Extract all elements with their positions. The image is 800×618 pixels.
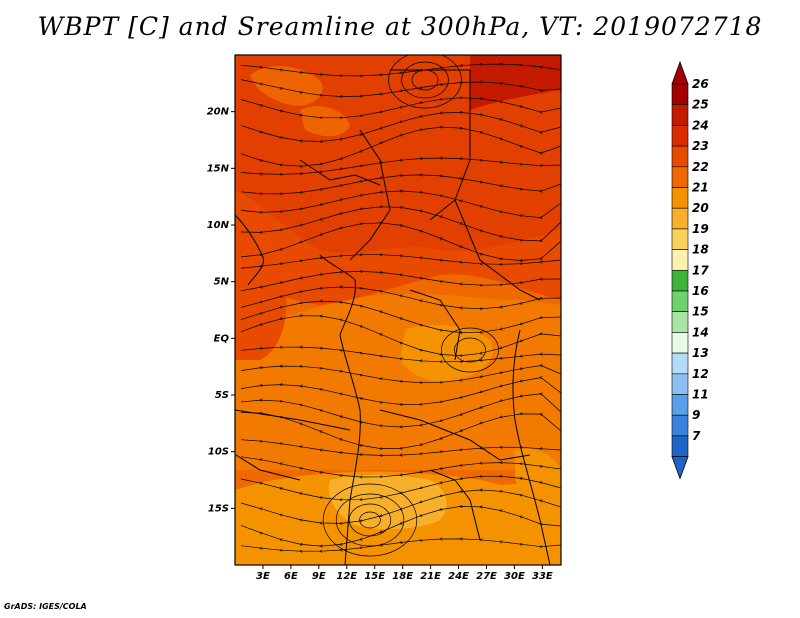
colorbar-label: 7: [692, 429, 701, 443]
colorbar-label: 22: [692, 160, 709, 174]
temperature-shading: [235, 55, 561, 565]
lon-tick-label: 9E: [312, 571, 326, 582]
streamline: [240, 271, 561, 292]
streamline: [240, 64, 561, 76]
lat-tick-label: 15N: [207, 163, 230, 174]
colorbar-label: 19: [692, 222, 709, 236]
colorbar-segment: [671, 83, 689, 106]
streamline-vortex: [388, 55, 462, 109]
colorbar-label: 15: [692, 305, 709, 319]
map-frame: [234, 54, 562, 566]
lon-tick-label: 33E: [532, 571, 553, 582]
lon-tick-label: 27E: [476, 571, 497, 582]
colorbar-label: 20: [692, 201, 709, 215]
lat-tick-label: 5N: [214, 277, 230, 288]
lat-tick-label: 5S: [215, 390, 229, 401]
country-boundaries: [235, 69, 551, 565]
lon-tick-label: 12E: [336, 571, 357, 582]
colorbar-label: 21: [692, 181, 709, 195]
longitude-axis: 3E 6E 9E 12E 15E 18E 21E 24E 27E 30E 33E: [256, 565, 553, 582]
streamline-vortex: [441, 327, 499, 373]
latitude-axis: 20N 15N 10N 5N EQ 5S 10S 15S: [207, 107, 235, 514]
colorbar-label: 12: [692, 367, 709, 381]
colorbar-label: 24: [692, 118, 709, 132]
lon-tick-label: 15E: [364, 571, 385, 582]
credit-text: GrADS: IGES/COLA: [4, 602, 87, 611]
streamline: [240, 439, 561, 456]
colorbar-segment: [671, 311, 689, 333]
colorbar: 26 25 24 23 22 21 20 19 18 17 16 15 14 13 12 11 9 7: [671, 60, 709, 480]
colorbar-label: 11: [692, 388, 709, 402]
streamlines: [240, 55, 561, 557]
lat-tick-label: 15S: [208, 503, 229, 514]
lon-tick-label: 6E: [284, 571, 298, 582]
colorbar-label: 9: [692, 408, 700, 422]
colorbar-segment: [671, 394, 689, 416]
colorbar-label: 23: [692, 139, 709, 153]
colorbar-segment: [671, 104, 689, 126]
map-title: WBPT [C] and Sreamline at 300hPa, VT: 20…: [37, 12, 763, 41]
lon-tick-label: 18E: [392, 571, 413, 582]
streamline-vortex: [454, 337, 486, 363]
streamline: [240, 79, 561, 97]
colorbar-segment: [671, 290, 689, 313]
colorbar-segment: [671, 269, 689, 292]
streamline: [240, 539, 561, 551]
lon-tick-label: 21E: [420, 571, 441, 582]
lon-tick-label: 24E: [448, 571, 469, 582]
colorbar-segment: [671, 249, 689, 271]
streamline-vortex: [322, 483, 418, 557]
colorbar-segment: [671, 187, 689, 209]
streamline-vortex: [335, 493, 405, 547]
lat-tick-label: 10N: [207, 220, 230, 231]
colorbar-segment: [671, 228, 689, 250]
colorbar-label: 17: [692, 263, 709, 277]
colorbar-segment: [671, 332, 689, 354]
streamline-vortex: [348, 503, 392, 537]
colorbar-segment: [671, 352, 689, 375]
lat-tick-label: 10S: [208, 447, 229, 458]
lon-tick-label: 30E: [504, 571, 525, 582]
streamline: [240, 347, 561, 362]
colorbar-segment: [671, 414, 689, 437]
colorbar-label: 16: [692, 284, 709, 298]
colorbar-segment: [671, 435, 689, 457]
lat-tick-label: 20N: [207, 107, 230, 118]
colorbar-label: 26: [692, 77, 709, 91]
streamline: [240, 255, 561, 269]
colorbar-segment: [671, 145, 689, 168]
colorbar-bottom-arrow: [671, 456, 689, 480]
colorbar-top-arrow: [671, 60, 689, 85]
lat-tick-label: EQ: [214, 333, 230, 344]
colorbar-segment: [671, 207, 689, 230]
streamline-vortex: [359, 511, 381, 529]
lon-tick-label: 3E: [256, 571, 270, 582]
colorbar-segment: [671, 125, 689, 147]
colorbar-label: 25: [692, 98, 709, 112]
streamline-vortex: [401, 61, 449, 99]
colorbar-label: 18: [692, 243, 709, 257]
colorbar-segment: [671, 373, 689, 395]
colorbar-label: 14: [692, 325, 709, 339]
colorbar-label: 13: [692, 346, 709, 360]
colorbar-segment: [671, 166, 689, 188]
